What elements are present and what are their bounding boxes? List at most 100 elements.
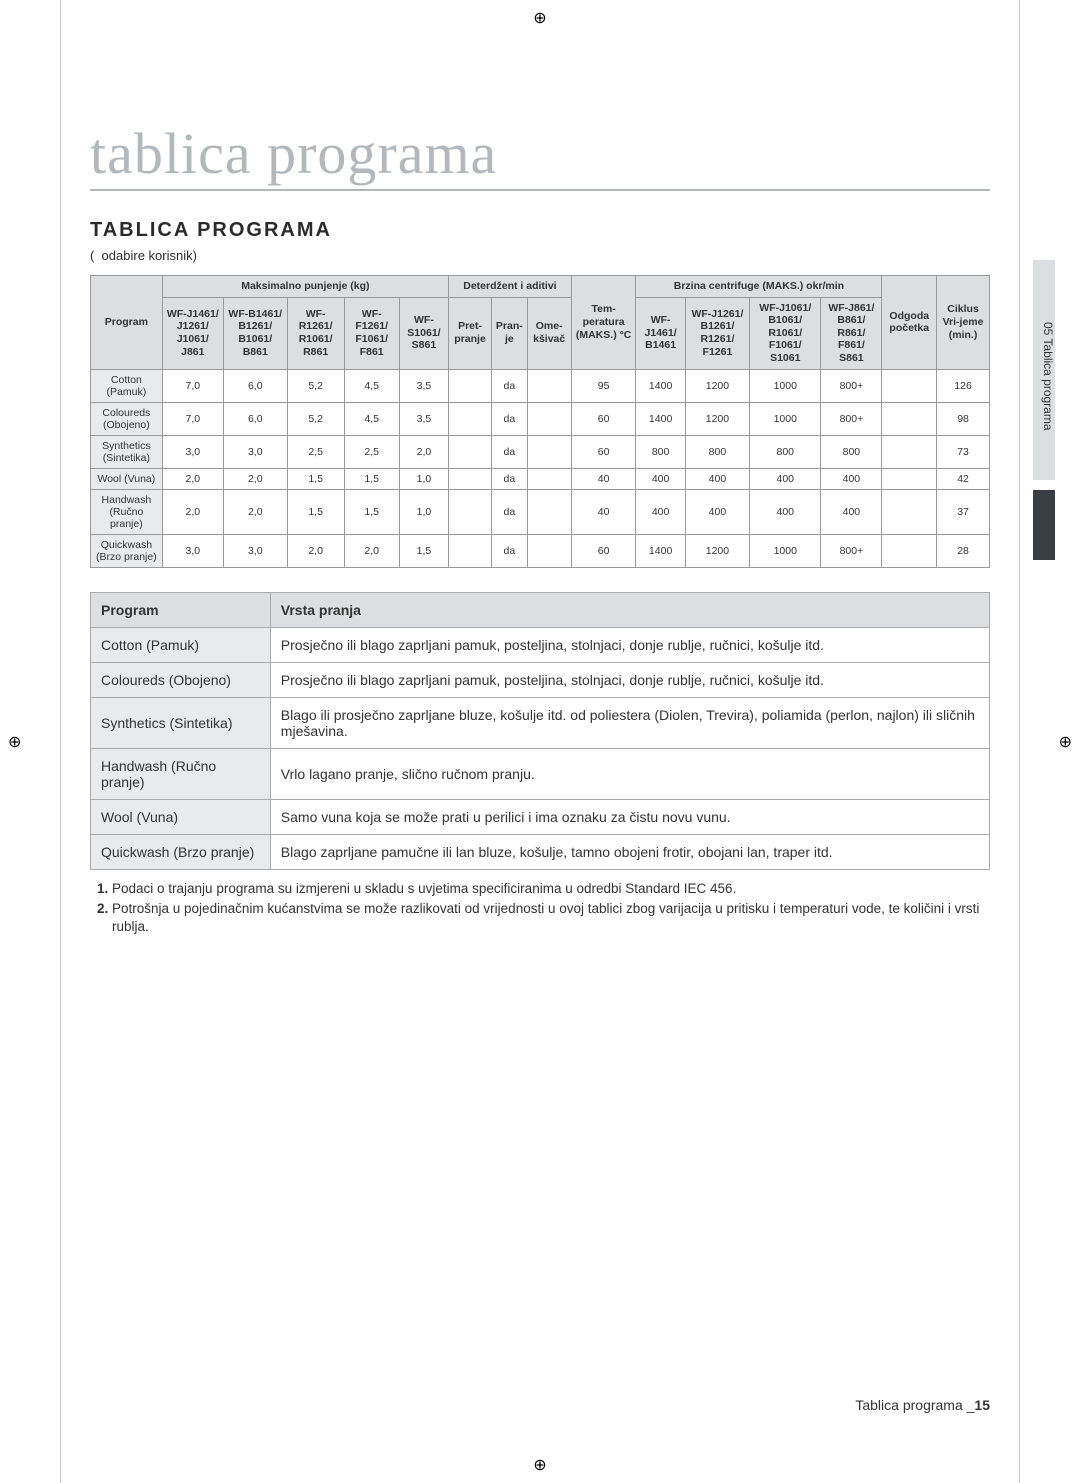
desc-program-cell: Handwash (Ručno pranje) bbox=[91, 748, 271, 799]
data-cell: 40 bbox=[571, 489, 636, 534]
data-cell: da bbox=[492, 468, 528, 489]
data-cell: 3,5 bbox=[399, 402, 448, 435]
data-cell: 40 bbox=[571, 468, 636, 489]
table-row: Wool (Vuna)2,02,01,51,51,0da404004004004… bbox=[91, 468, 990, 489]
data-cell: 2,5 bbox=[287, 435, 344, 468]
table-row: Quickwash (Brzo pranje)3,03,02,02,01,5da… bbox=[91, 534, 990, 567]
program-description-table: Program Vrsta pranja Cotton (Pamuk)Prosj… bbox=[90, 592, 990, 870]
notes-block: Podaci o trajanju programa su izmjereni … bbox=[90, 880, 990, 937]
col-max-load: Maksimalno punjenje (kg) bbox=[162, 276, 448, 298]
data-cell: 2,0 bbox=[162, 489, 223, 534]
data-cell: 1,5 bbox=[344, 489, 399, 534]
desc-col-program: Program bbox=[91, 592, 271, 627]
data-cell: 98 bbox=[937, 402, 990, 435]
data-cell bbox=[449, 435, 492, 468]
data-cell: 800 bbox=[750, 435, 821, 468]
subcol: WF-S1061/ S861 bbox=[399, 297, 448, 369]
data-cell bbox=[527, 402, 571, 435]
crop-mark-icon: ⊕ bbox=[533, 1455, 546, 1475]
data-cell: 60 bbox=[571, 402, 636, 435]
data-cell bbox=[449, 489, 492, 534]
desc-text-cell: Prosječno ili blago zaprljani pamuk, pos… bbox=[270, 662, 989, 697]
data-cell: 5,2 bbox=[287, 402, 344, 435]
data-cell: 6,0 bbox=[223, 402, 287, 435]
data-cell: 95 bbox=[571, 369, 636, 402]
data-cell: 1,0 bbox=[399, 468, 448, 489]
col-cycle-time: Ciklus Vri-jeme (min.) bbox=[937, 276, 990, 370]
data-cell bbox=[527, 534, 571, 567]
col-detergent: Deterdžent i aditivi bbox=[449, 276, 572, 298]
data-cell: 1,5 bbox=[287, 468, 344, 489]
note-item: Potrošnja u pojedinačnim kućanstvima se … bbox=[112, 900, 990, 936]
subcol: Pret-pranje bbox=[449, 297, 492, 369]
table-row: Cotton (Pamuk)7,06,05,24,53,5da951400120… bbox=[91, 369, 990, 402]
data-cell: 126 bbox=[937, 369, 990, 402]
data-cell: da bbox=[492, 534, 528, 567]
data-cell: 400 bbox=[685, 489, 749, 534]
data-cell: 4,5 bbox=[344, 402, 399, 435]
data-cell bbox=[449, 468, 492, 489]
table-row: Synthetics (Sintetika)3,03,02,52,52,0da6… bbox=[91, 435, 990, 468]
data-cell: 2,0 bbox=[223, 489, 287, 534]
data-cell: 400 bbox=[685, 468, 749, 489]
data-cell: 60 bbox=[571, 534, 636, 567]
data-cell: 1200 bbox=[685, 402, 749, 435]
data-cell: 800 bbox=[636, 435, 685, 468]
data-cell: 2,0 bbox=[344, 534, 399, 567]
margin-line-left bbox=[60, 0, 61, 1483]
data-cell bbox=[882, 435, 937, 468]
data-cell: 1400 bbox=[636, 402, 685, 435]
program-name-cell: Handwash (Ručno pranje) bbox=[91, 489, 163, 534]
data-cell: da bbox=[492, 402, 528, 435]
program-name-cell: Synthetics (Sintetika) bbox=[91, 435, 163, 468]
data-cell: 1200 bbox=[685, 534, 749, 567]
margin-line-right bbox=[1019, 0, 1020, 1483]
desc-program-cell: Wool (Vuna) bbox=[91, 799, 271, 834]
data-cell: 800+ bbox=[821, 369, 882, 402]
data-cell bbox=[882, 468, 937, 489]
data-cell: 3,0 bbox=[162, 534, 223, 567]
data-cell: 3,0 bbox=[223, 435, 287, 468]
subcol: WF-J1061/ B1061/ R1061/ F1061/ S1061 bbox=[750, 297, 821, 369]
table-row: Synthetics (Sintetika)Blago ili prosječn… bbox=[91, 697, 990, 748]
footer-text: Tablica programa _ bbox=[855, 1397, 974, 1413]
subcol: Ome-kšivač bbox=[527, 297, 571, 369]
data-cell: 2,5 bbox=[344, 435, 399, 468]
data-cell: 400 bbox=[750, 489, 821, 534]
program-name-cell: Wool (Vuna) bbox=[91, 468, 163, 489]
data-cell: 4,5 bbox=[344, 369, 399, 402]
data-cell: 1400 bbox=[636, 369, 685, 402]
note-item: Podaci o trajanju programa su izmjereni … bbox=[112, 880, 990, 898]
data-cell: da bbox=[492, 435, 528, 468]
data-cell: 1000 bbox=[750, 402, 821, 435]
data-cell bbox=[527, 489, 571, 534]
user-select-note: ( odabire korisnik) bbox=[90, 248, 990, 263]
subcol: Pran-je bbox=[492, 297, 528, 369]
data-cell: 400 bbox=[636, 489, 685, 534]
subcol: WF-B1461/ B1261/ B1061/ B861 bbox=[223, 297, 287, 369]
desc-text-cell: Prosječno ili blago zaprljani pamuk, pos… bbox=[270, 627, 989, 662]
data-cell: 800+ bbox=[821, 534, 882, 567]
page-footer: Tablica programa _15 bbox=[855, 1397, 990, 1413]
desc-text-cell: Vrlo lagano pranje, slično ručnom pranju… bbox=[270, 748, 989, 799]
table-row: Handwash (Ručno pranje)Vrlo lagano pranj… bbox=[91, 748, 990, 799]
program-name-cell: Coloureds (Obojeno) bbox=[91, 402, 163, 435]
data-cell: 400 bbox=[821, 468, 882, 489]
data-cell: 3,0 bbox=[162, 435, 223, 468]
data-cell: 800 bbox=[685, 435, 749, 468]
data-cell: 1,5 bbox=[344, 468, 399, 489]
data-cell: 400 bbox=[750, 468, 821, 489]
data-cell: 1,5 bbox=[399, 534, 448, 567]
desc-text-cell: Blago ili prosječno zaprljane bluze, koš… bbox=[270, 697, 989, 748]
desc-col-type: Vrsta pranja bbox=[270, 592, 989, 627]
subcol: WF-R1261/ R1061/ R861 bbox=[287, 297, 344, 369]
table-row: Coloureds (Obojeno)Prosječno ili blago z… bbox=[91, 662, 990, 697]
section-side-tab: 05 Tablica programa bbox=[1033, 260, 1055, 480]
data-cell: 7,0 bbox=[162, 369, 223, 402]
data-cell: 5,2 bbox=[287, 369, 344, 402]
crop-mark-icon: ⊕ bbox=[533, 8, 546, 28]
desc-program-cell: Quickwash (Brzo pranje) bbox=[91, 834, 271, 869]
data-cell bbox=[527, 369, 571, 402]
desc-program-cell: Cotton (Pamuk) bbox=[91, 627, 271, 662]
crop-mark-icon: ⊕ bbox=[8, 732, 21, 752]
